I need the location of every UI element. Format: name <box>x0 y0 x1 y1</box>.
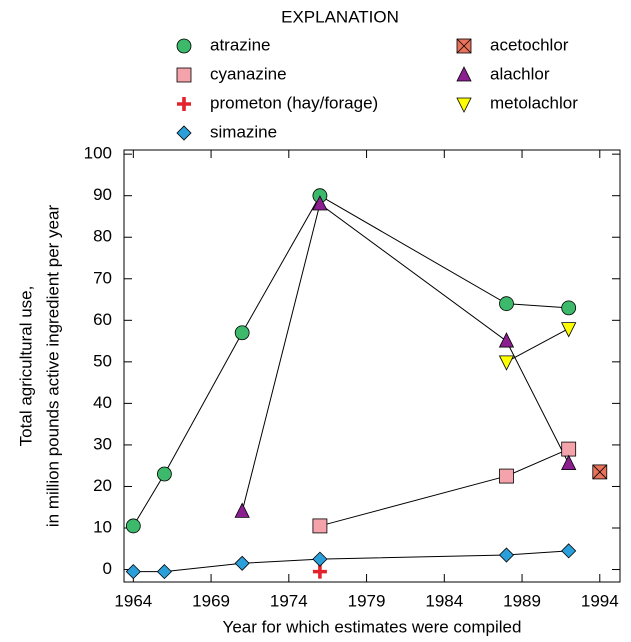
legend-label: acetochlor <box>490 35 569 54</box>
marker <box>312 518 328 534</box>
x-tick-label: 1994 <box>581 591 619 610</box>
x-tick-label: 1974 <box>270 591 308 610</box>
legend-label: simazine <box>210 122 277 141</box>
y-tick-label: 30 <box>93 434 112 453</box>
marker <box>176 125 192 141</box>
marker <box>561 454 577 471</box>
y-tick-label: 0 <box>103 559 112 578</box>
marker <box>312 551 328 567</box>
marker <box>312 564 327 579</box>
series-line <box>241 203 570 512</box>
y-tick-label: 80 <box>93 227 112 246</box>
marker-cross <box>592 464 608 480</box>
y-tick-label: 90 <box>93 185 112 204</box>
x-tick-label: 1984 <box>425 591 463 610</box>
marker <box>456 97 472 113</box>
marker <box>498 332 515 348</box>
marker <box>176 38 192 54</box>
marker <box>156 564 172 580</box>
x-tick-label: 1979 <box>348 591 386 610</box>
y-axis-label: in million pounds active ingredient per … <box>43 205 62 528</box>
marker <box>177 97 191 111</box>
marker <box>561 441 577 457</box>
series-line <box>506 328 569 363</box>
marker <box>561 543 577 559</box>
marker <box>561 300 577 316</box>
y-tick-label: 10 <box>93 517 112 536</box>
y-axis-label: Total agricultural use, <box>16 286 35 447</box>
y-tick-label: 50 <box>93 351 112 370</box>
marker <box>234 325 250 341</box>
marker <box>498 355 515 371</box>
x-tick-label: 1969 <box>192 591 230 610</box>
legend-label: prometon (hay/forage) <box>210 93 378 112</box>
legend-label: metolachlor <box>490 93 578 112</box>
marker <box>176 67 192 83</box>
marker <box>592 464 608 480</box>
x-axis-label: Year for which estimates were compiled <box>223 617 522 636</box>
marker <box>157 466 172 482</box>
y-tick-label: 40 <box>93 393 112 412</box>
legend-title: EXPLANATION <box>281 7 399 26</box>
y-tick-label: 100 <box>84 144 112 163</box>
x-tick-label: 1989 <box>503 591 541 610</box>
series-line <box>132 195 569 527</box>
marker <box>234 502 250 518</box>
marker <box>456 66 472 82</box>
marker <box>312 195 328 211</box>
marker <box>499 468 514 484</box>
x-tick-label: 1964 <box>114 591 152 610</box>
legend-label: cyanazine <box>210 64 287 83</box>
y-tick-label: 70 <box>93 268 112 287</box>
marker <box>125 564 141 580</box>
marker-cross <box>456 38 472 54</box>
marker <box>498 547 515 563</box>
marker <box>125 518 141 534</box>
marker <box>499 296 514 312</box>
y-tick-label: 60 <box>93 310 112 329</box>
marker <box>234 555 250 571</box>
y-tick-label: 20 <box>93 476 112 495</box>
plot-frame <box>123 149 621 583</box>
marker <box>456 38 472 54</box>
legend-label: atrazine <box>210 35 270 54</box>
legend-label: alachlor <box>490 64 550 83</box>
marker <box>561 322 577 338</box>
series-line <box>319 448 569 527</box>
